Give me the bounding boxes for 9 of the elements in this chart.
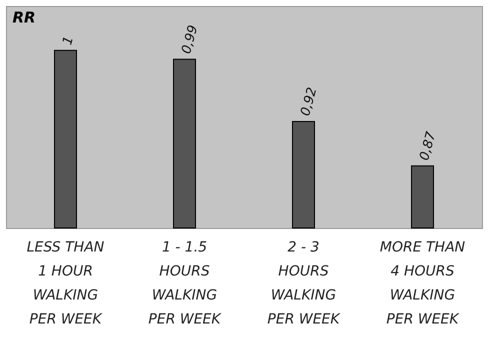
x-tick-label: 1 - 1.5 HOURS WALKING PER WEEK	[148, 240, 222, 328]
data-label: 1	[60, 34, 77, 47]
x-tick-label: MORE THAN 4 HOURS WALKING PER WEEK	[380, 240, 466, 328]
x-tick-label: 2 - 3 HOURS WALKING PER WEEK	[267, 240, 342, 328]
data-label: 0,92	[298, 86, 320, 118]
data-label: 0,87	[417, 130, 440, 162]
data-label: 0,99	[179, 24, 202, 56]
y-axis-title: RR	[12, 8, 36, 26]
x-tick-label: LESS THAN 1 HOUR WALKING PER WEEK	[26, 240, 105, 328]
